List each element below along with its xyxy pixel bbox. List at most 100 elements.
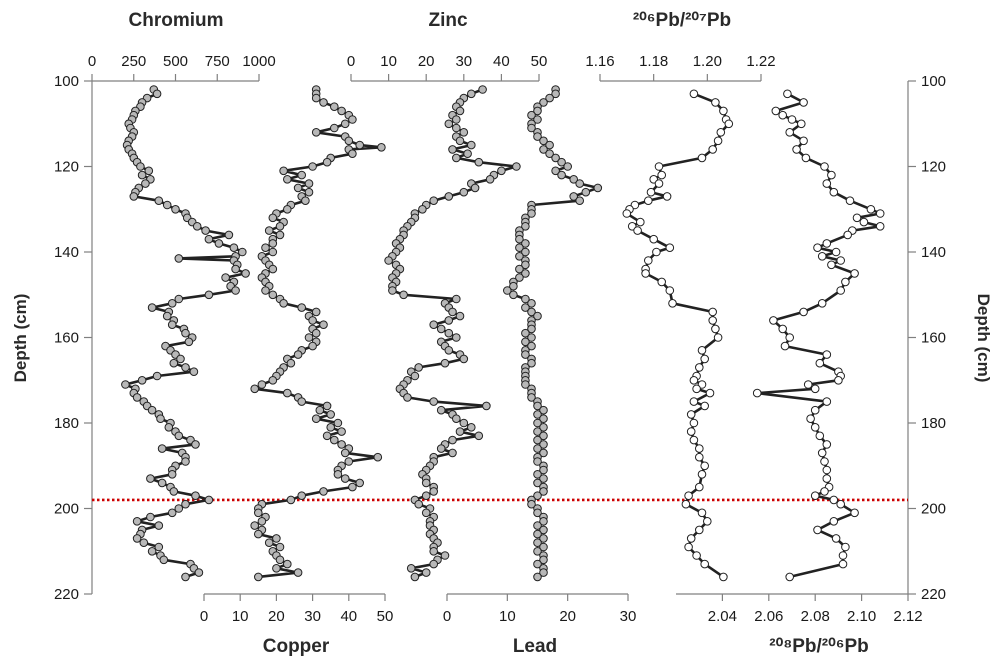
lead-tick-label: 0: [443, 608, 451, 625]
pb206_207-point: [657, 170, 667, 180]
pb208_206-point: [859, 217, 869, 227]
zinc-point: [436, 405, 446, 415]
pb208_206-point: [831, 247, 841, 257]
pb206_207-point: [695, 525, 704, 535]
pb208_206-point: [831, 534, 841, 543]
pb206_207-point: [695, 444, 704, 453]
copper-point: [268, 376, 278, 385]
lead-point: [533, 547, 542, 556]
lead-point: [509, 290, 518, 300]
lead-point: [569, 175, 579, 184]
pb208_206-point: [836, 286, 846, 295]
chromium-point: [121, 380, 130, 389]
zinc-point: [429, 487, 439, 496]
lead-point: [521, 380, 530, 389]
chromium-point: [162, 200, 172, 210]
lead-point: [527, 324, 536, 334]
pb208_206-point: [820, 162, 829, 171]
y-tick-label-right: 100: [921, 73, 946, 90]
chromium-point: [157, 444, 167, 453]
lead-point: [533, 559, 542, 569]
pb206_207-point: [684, 542, 693, 552]
chromium-point: [241, 269, 250, 278]
pb206_207-point: [686, 534, 696, 543]
lead-point: [533, 410, 542, 419]
copper-point: [264, 538, 274, 548]
pb206_207-point: [716, 128, 726, 137]
pb206_207-point: [711, 324, 720, 334]
copper-point: [283, 175, 292, 184]
pb208_206-point: [829, 495, 839, 505]
pb208_206-point: [843, 230, 853, 240]
zinc-point: [452, 115, 461, 124]
pb206_207-point: [700, 461, 710, 471]
lead-point: [515, 264, 524, 274]
pb208_206-point: [799, 307, 808, 317]
copper-point: [257, 380, 267, 389]
lead-point: [527, 110, 536, 120]
copper-point: [348, 115, 357, 124]
copper-point: [268, 239, 278, 248]
chromium-point: [137, 376, 147, 385]
pb208_206-point: [836, 256, 846, 265]
pb206_207-point: [692, 384, 701, 394]
lead-point: [533, 491, 542, 501]
pb208_206-point: [799, 136, 808, 146]
lead-point: [539, 440, 548, 449]
pb208_206-point: [752, 388, 762, 398]
pb208_206-point: [769, 316, 778, 325]
copper-point: [315, 405, 325, 415]
series-copper: [250, 85, 386, 582]
series-layer: [121, 85, 885, 582]
lead-point: [533, 538, 542, 548]
lead-point: [569, 192, 579, 201]
copper-point: [253, 529, 263, 539]
pb208_206-point: [834, 376, 843, 385]
lead-point: [533, 311, 542, 321]
lead-point: [527, 499, 536, 509]
pb208_206-tick-label: 2.04: [708, 608, 737, 625]
pb208_206-point: [841, 542, 850, 552]
chromium-point: [184, 337, 194, 347]
copper-point: [377, 143, 386, 152]
zinc-point: [429, 547, 439, 556]
lead-point: [503, 286, 512, 295]
pb206_207-point: [686, 427, 696, 436]
pb206_207-tick-label: 1.18: [639, 53, 668, 70]
copper-point: [283, 388, 292, 398]
pb208_206-point: [817, 448, 827, 458]
series-pb206_207: [622, 89, 734, 582]
chromium-point: [159, 555, 169, 565]
lead-point: [581, 187, 591, 197]
chromium-point: [176, 354, 185, 364]
pb206_207-point: [700, 559, 710, 569]
pb208_206-tick-label: 2.10: [847, 608, 876, 625]
lead-point: [539, 414, 548, 424]
lead-point: [527, 358, 536, 368]
chromium-point: [167, 508, 177, 518]
series-zinc: [384, 85, 521, 582]
zinc-point: [459, 187, 469, 197]
chromium-point: [181, 363, 190, 372]
zinc-point: [414, 363, 424, 372]
zinc-tick-label: 40: [493, 53, 510, 70]
pb206_207-tick-label: 1.22: [746, 53, 775, 70]
copper-point: [293, 183, 303, 193]
copper-point: [272, 564, 281, 573]
pb206_207-point: [646, 187, 656, 197]
chromium-tick-label: 250: [121, 53, 146, 70]
chromium-point: [154, 196, 164, 205]
copper-point: [283, 559, 292, 569]
chromium-tick-label: 500: [163, 53, 188, 70]
zinc-point: [459, 128, 469, 137]
zinc-point: [436, 444, 446, 453]
copper-point: [268, 247, 278, 257]
y-tick-label-left: 220: [54, 586, 79, 603]
copper-point: [348, 482, 357, 492]
title-chromium: Chromium: [129, 10, 224, 31]
lead-point: [539, 145, 548, 154]
zinc-point: [463, 149, 472, 158]
y-tick-label-left: 140: [54, 244, 79, 261]
pb206_207-point: [700, 354, 710, 364]
lead-point: [521, 337, 530, 347]
